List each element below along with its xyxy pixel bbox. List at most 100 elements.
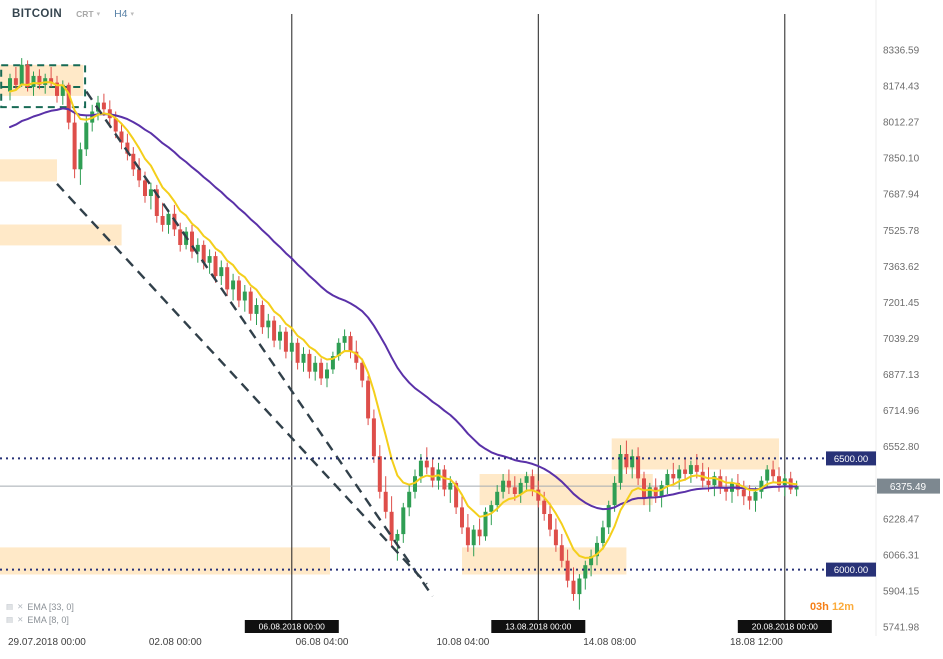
candle-body[interactable] xyxy=(301,353,306,363)
candle-body[interactable] xyxy=(131,153,136,170)
candle-body[interactable] xyxy=(630,456,635,468)
candle-body[interactable] xyxy=(559,545,564,561)
candle-body[interactable] xyxy=(471,529,476,546)
candle-body[interactable] xyxy=(542,500,547,514)
candle-body[interactable] xyxy=(647,487,652,499)
candle-body[interactable] xyxy=(671,474,676,479)
candle-body[interactable] xyxy=(19,64,24,85)
candle-body[interactable] xyxy=(31,75,36,87)
candle-body[interactable] xyxy=(565,560,570,581)
indicator-settings-icon[interactable]: ▤ xyxy=(6,601,14,611)
candle-body[interactable] xyxy=(771,469,776,477)
candle-body[interactable] xyxy=(642,478,646,499)
candle-body[interactable] xyxy=(125,142,130,154)
candle-body[interactable] xyxy=(236,280,241,301)
candle-body[interactable] xyxy=(266,320,271,328)
candle-body[interactable] xyxy=(583,565,588,579)
candle-body[interactable] xyxy=(330,356,335,370)
candle-body[interactable] xyxy=(606,505,611,528)
candle-body[interactable] xyxy=(577,578,582,595)
candle-body[interactable] xyxy=(712,476,717,486)
candle-body[interactable] xyxy=(242,291,247,301)
channel-trendline[interactable] xyxy=(56,182,428,585)
candle-body[interactable] xyxy=(489,505,494,512)
candle-body[interactable] xyxy=(295,342,300,363)
candle-body[interactable] xyxy=(495,491,500,506)
candle-body[interactable] xyxy=(595,542,599,557)
candle-body[interactable] xyxy=(765,469,770,481)
candle-body[interactable] xyxy=(665,474,670,486)
candle-body[interactable] xyxy=(677,469,682,479)
candle-body[interactable] xyxy=(442,469,447,490)
candle-body[interactable] xyxy=(759,480,764,492)
candle-body[interactable] xyxy=(612,482,617,506)
candle-body[interactable] xyxy=(49,78,54,83)
candle-body[interactable] xyxy=(512,487,517,494)
candle-body[interactable] xyxy=(366,380,371,419)
candle-body[interactable] xyxy=(506,480,511,488)
candle-body[interactable] xyxy=(37,75,42,85)
candle-body[interactable] xyxy=(460,507,464,528)
chart-type-selector[interactable]: CRT ▾ xyxy=(76,9,100,19)
candle-body[interactable] xyxy=(589,556,594,566)
candle-body[interactable] xyxy=(536,489,541,501)
candle-body[interactable] xyxy=(342,336,347,343)
candle-body[interactable] xyxy=(454,482,459,508)
candle-body[interactable] xyxy=(101,102,106,110)
indicator-settings-icon[interactable]: ▤ xyxy=(6,614,14,624)
candle-body[interactable] xyxy=(424,460,429,468)
candle-body[interactable] xyxy=(389,511,394,541)
candle-body[interactable] xyxy=(718,476,723,488)
candle-body[interactable] xyxy=(524,476,529,483)
supply-demand-zone[interactable] xyxy=(0,159,58,182)
candle-body[interactable] xyxy=(395,534,400,541)
candle-body[interactable] xyxy=(254,305,259,314)
candle-body[interactable] xyxy=(143,180,147,196)
candle-body[interactable] xyxy=(688,465,693,474)
candle-body[interactable] xyxy=(289,342,294,352)
candle-body[interactable] xyxy=(465,527,470,546)
candle-body[interactable] xyxy=(501,480,506,492)
candle-body[interactable] xyxy=(477,529,482,537)
candle-body[interactable] xyxy=(636,456,641,479)
candle-body[interactable] xyxy=(60,84,65,96)
candle-body[interactable] xyxy=(201,244,206,263)
candle-body[interactable] xyxy=(683,469,688,474)
candle-body[interactable] xyxy=(600,527,605,543)
candle-body[interactable] xyxy=(190,231,194,252)
candle-body[interactable] xyxy=(747,496,752,501)
candle-body[interactable] xyxy=(360,362,365,381)
candle-body[interactable] xyxy=(753,491,758,501)
candle-body[interactable] xyxy=(548,514,552,530)
candle-body[interactable] xyxy=(213,256,218,277)
candle-body[interactable] xyxy=(195,244,200,252)
candle-body[interactable] xyxy=(571,580,576,594)
candle-body[interactable] xyxy=(13,78,18,85)
candle-body[interactable] xyxy=(448,482,453,490)
candle-body[interactable] xyxy=(319,362,324,379)
candle-body[interactable] xyxy=(148,189,153,196)
candle-body[interactable] xyxy=(137,169,142,181)
candle-body[interactable] xyxy=(325,369,329,379)
candle-body[interactable] xyxy=(741,489,746,497)
candle-body[interactable] xyxy=(553,529,558,546)
candle-body[interactable] xyxy=(401,507,406,535)
candle-body[interactable] xyxy=(84,122,89,150)
candle-body[interactable] xyxy=(8,78,12,92)
candle-body[interactable] xyxy=(377,456,382,492)
candle-body[interactable] xyxy=(794,486,799,490)
candle-body[interactable] xyxy=(371,418,376,457)
candle-body[interactable] xyxy=(178,229,183,245)
candle-body[interactable] xyxy=(313,362,318,372)
candle-body[interactable] xyxy=(348,336,353,352)
candle-body[interactable] xyxy=(55,82,59,96)
candle-body[interactable] xyxy=(430,467,435,481)
candle-body[interactable] xyxy=(154,189,159,216)
candle-body[interactable] xyxy=(706,480,711,486)
candle-body[interactable] xyxy=(25,64,30,87)
candle-body[interactable] xyxy=(248,291,253,314)
candle-body[interactable] xyxy=(413,476,417,492)
candle-body[interactable] xyxy=(407,491,412,508)
candle-body[interactable] xyxy=(113,118,118,132)
timeframe-selector[interactable]: H4 ▾ xyxy=(114,8,134,20)
